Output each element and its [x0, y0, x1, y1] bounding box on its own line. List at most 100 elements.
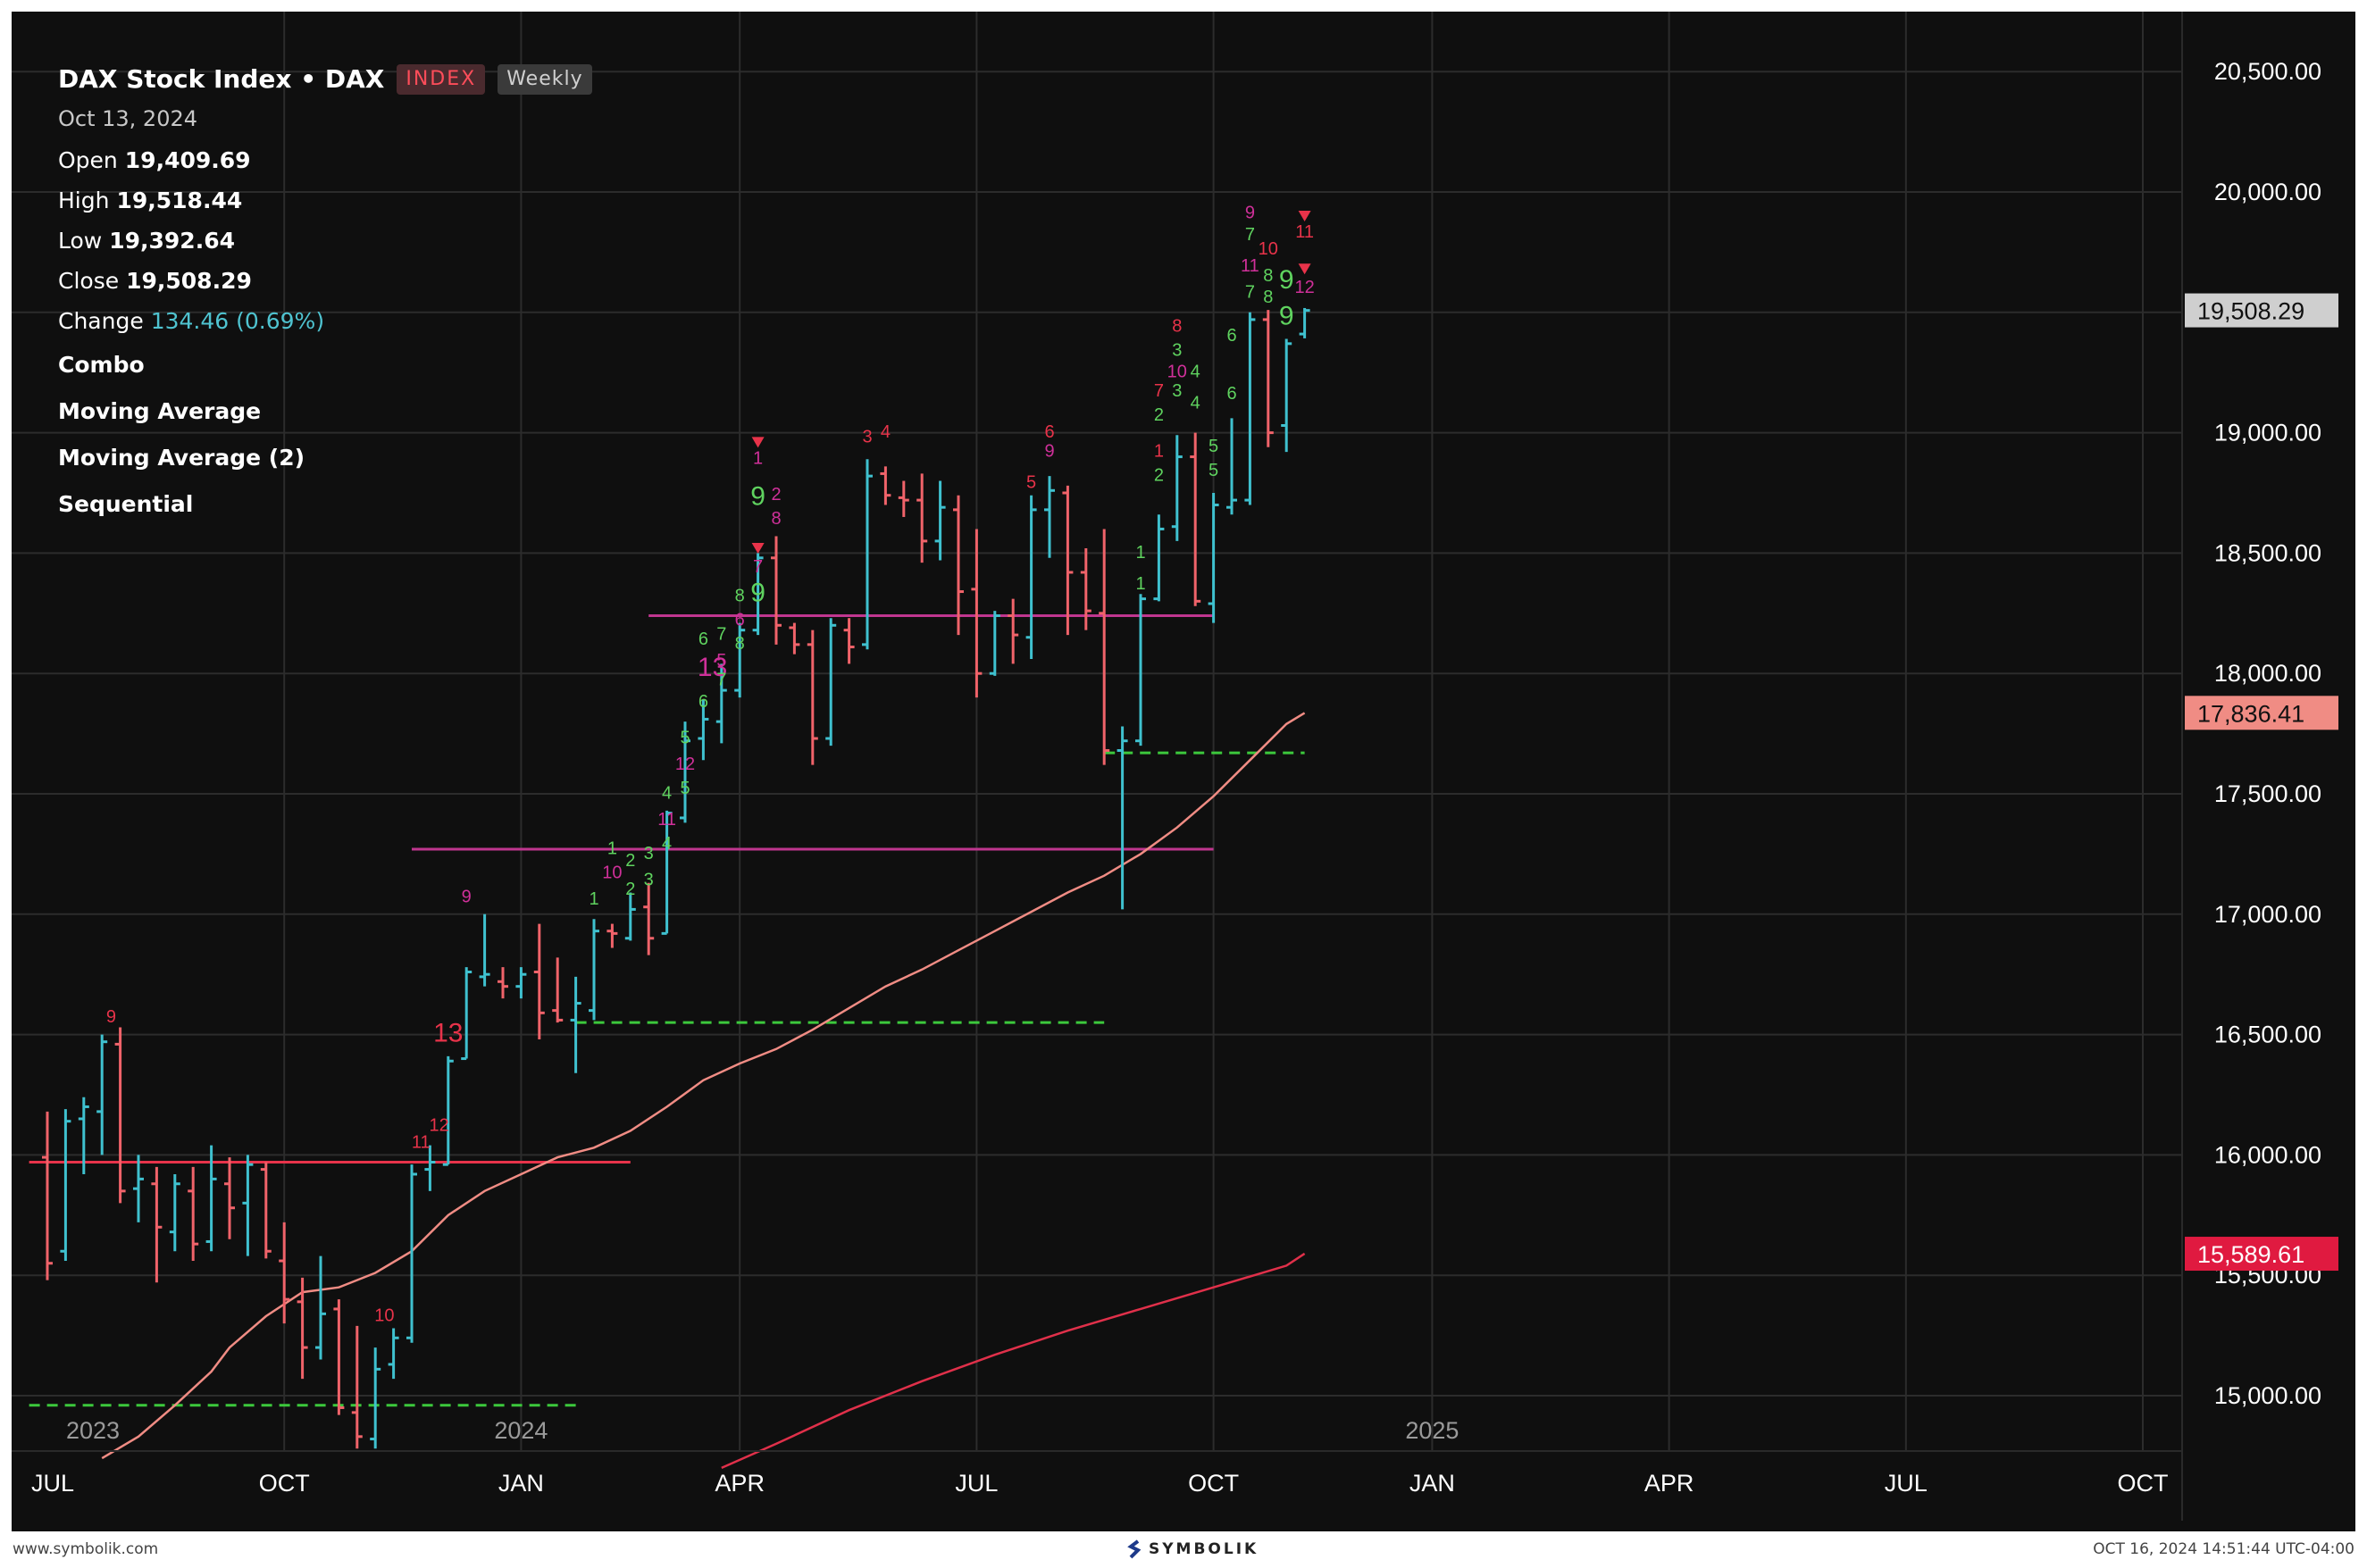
sequential-count-label: 9: [1245, 204, 1255, 223]
sequential-count-label: 6: [1226, 384, 1236, 404]
x-year-label: 2023: [66, 1417, 120, 1444]
change-value: 134.46 (0.69%): [151, 310, 324, 332]
ohlc-bar: [880, 466, 891, 505]
sequential-count-label: 7: [1245, 225, 1255, 245]
sequential-count-label: 6: [1044, 422, 1054, 442]
sequential-count-label: 7: [1245, 283, 1255, 303]
ohlc-bar: [1044, 476, 1055, 558]
study-moving-average[interactable]: Moving Average: [58, 388, 592, 434]
high-value: 19,518.44: [116, 189, 242, 212]
chart-frame[interactable]: 9 11 12 13 9 10 1 10 2 3 1 2 3 4 11 4 5 12 5 6 13 5 6 7 7 6 8 8 9 7 9 1…: [12, 12, 2355, 1531]
ohlc-bar: [899, 481, 909, 517]
ohlc-bar: [1172, 435, 1183, 541]
ohlc-bar: [935, 481, 946, 561]
change-label: Change: [58, 310, 144, 332]
study-combo[interactable]: Combo: [58, 341, 592, 388]
interval-badge[interactable]: Weekly: [498, 64, 591, 95]
sequential-count-label: 9: [750, 481, 765, 511]
sequential-count-label: 4: [1191, 363, 1200, 382]
y-tick-label: 18,500.00: [2214, 539, 2321, 566]
footer-brand: SYMBOLIK: [1127, 1536, 1259, 1563]
sequential-count-label: 4: [881, 422, 891, 442]
study-moving-average-2[interactable]: Moving Average (2): [58, 434, 592, 480]
sequential-count-label: 6: [698, 692, 708, 712]
ohlc-bar: [297, 1278, 308, 1379]
ohlc-bar: [261, 1162, 272, 1258]
close-value: 19,508.29: [126, 270, 252, 292]
y-tick-label: 17,000.00: [2214, 901, 2321, 928]
ohlc-bar: [625, 893, 636, 941]
sequential-count-label: 5: [1026, 473, 1036, 493]
ohlc-bar: [443, 1056, 454, 1164]
sequential-count-label: 3: [862, 427, 872, 446]
sequential-count-label: 2: [1154, 466, 1164, 486]
sequential-count-label: 3: [644, 870, 654, 889]
sequential-count-label: 10: [374, 1305, 394, 1325]
sequential-count-label: 7: [1154, 381, 1164, 401]
ohlc-bar: [916, 473, 927, 563]
sequential-count-label: 6: [698, 630, 708, 649]
x-year-label: 2024: [494, 1417, 548, 1444]
sequential-count-label: 8: [771, 509, 781, 529]
ohlc-bar: [115, 1028, 126, 1204]
x-month-label: OCT: [259, 1470, 310, 1497]
sequential-arrow-icon: [752, 437, 765, 447]
y-tick-label: 15,000.00: [2214, 1382, 2321, 1409]
ohlc-bar: [1244, 313, 1255, 505]
high-row: High 19,518.44: [58, 180, 592, 221]
open-value: 19,409.69: [125, 149, 251, 171]
sequential-count-label: 2: [625, 851, 635, 871]
sequential-levels: [29, 615, 1305, 1405]
ohlc-bar: [188, 1167, 198, 1261]
sequential-count-label: 7: [753, 557, 763, 577]
y-tick-label: 20,500.00: [2214, 58, 2321, 85]
sequential-count-label: 8: [1172, 316, 1182, 336]
sequential-arrow-icon: [752, 543, 765, 554]
ohlc-bar: [279, 1222, 289, 1323]
ohlc-bar: [151, 1167, 162, 1282]
sequential-count-label: 4: [662, 783, 672, 803]
ohlc-bar: [370, 1347, 381, 1448]
ohlc-bar: [1026, 496, 1037, 659]
ohlc-bar: [352, 1326, 363, 1448]
sequential-count-label: 5: [680, 728, 690, 747]
sequential-count-label: 9: [1279, 301, 1294, 330]
sequential-count-label: 1: [1135, 574, 1145, 594]
price-tag-label: 19,508.29: [2197, 298, 2304, 325]
price-tag-label: 17,836.41: [2197, 700, 2304, 727]
sequential-count-label: 12: [675, 755, 695, 774]
sequential-count-label: 5: [716, 651, 726, 671]
ohlc-bar: [1209, 493, 1219, 623]
sequential-count-label: 10: [1259, 239, 1278, 259]
sequential-count-label: 2: [771, 485, 781, 505]
sequential-count-label: 11: [1241, 256, 1259, 276]
sequential-count-label: 10: [602, 863, 622, 882]
sequential-count-label: 5: [680, 779, 690, 798]
sequential-count-label: 6: [1226, 326, 1236, 346]
ohlc-bar: [60, 1109, 71, 1261]
x-month-label: APR: [1644, 1470, 1694, 1497]
ohlc-bar: [953, 496, 964, 635]
ohlc-bar: [515, 967, 526, 998]
sequential-count-label: 11: [1295, 222, 1314, 242]
sequential-count-label: 1: [1154, 442, 1164, 462]
moving-average-2-line: [722, 1254, 1305, 1468]
footer-url[interactable]: www.symbolik.com: [13, 1536, 158, 1563]
symbolik-logo-icon: [1127, 1539, 1142, 1560]
sequential-count-label: 8: [1263, 266, 1273, 286]
index-badge: INDEX: [397, 64, 485, 95]
sequential-count-label: 9: [1044, 442, 1054, 462]
bar-date: Oct 13, 2024: [58, 97, 592, 140]
sequential-count-label: 2: [1154, 405, 1164, 425]
close-row: Close 19,508.29: [58, 261, 592, 301]
symbol-title: DAX Stock Index • DAX: [58, 67, 384, 92]
moving-averages: [102, 713, 1304, 1468]
ohlc-bar: [333, 1299, 344, 1414]
sequential-count-label: 11: [412, 1132, 431, 1152]
chart-legend: DAX Stock Index • DAX INDEX Weekly Oct 1…: [58, 62, 592, 527]
sequential-count-label: 9: [1279, 265, 1294, 295]
ohlc-bar: [498, 967, 508, 998]
sequential-count-label: 11: [657, 810, 676, 830]
ohlc-bar: [1062, 486, 1073, 635]
study-sequential[interactable]: Sequential: [58, 480, 592, 527]
